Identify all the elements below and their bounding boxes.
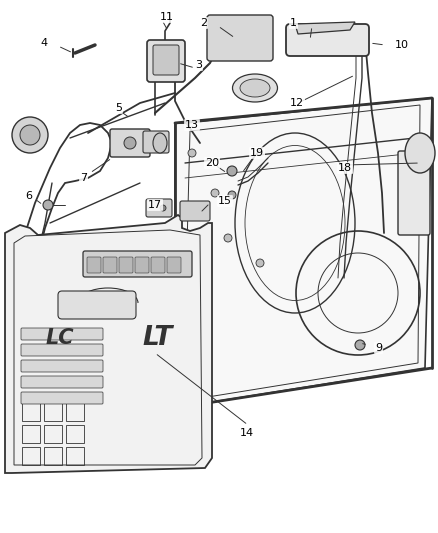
- FancyBboxPatch shape: [21, 360, 103, 372]
- Text: 1: 1: [290, 18, 297, 28]
- Text: 18: 18: [338, 163, 352, 173]
- FancyBboxPatch shape: [135, 257, 149, 273]
- Text: 7: 7: [80, 173, 87, 183]
- Text: 12: 12: [290, 98, 304, 108]
- Circle shape: [355, 340, 365, 350]
- FancyBboxPatch shape: [167, 257, 181, 273]
- Text: 14: 14: [240, 428, 254, 438]
- FancyBboxPatch shape: [147, 40, 185, 82]
- FancyBboxPatch shape: [21, 344, 103, 356]
- Text: 4: 4: [40, 38, 47, 48]
- FancyBboxPatch shape: [153, 45, 179, 75]
- Text: 20: 20: [205, 158, 219, 168]
- Text: 10: 10: [395, 40, 409, 50]
- FancyBboxPatch shape: [21, 328, 103, 340]
- Text: 19: 19: [250, 148, 264, 158]
- Text: LC: LC: [46, 328, 74, 348]
- Circle shape: [160, 205, 166, 211]
- Circle shape: [228, 191, 236, 199]
- FancyBboxPatch shape: [143, 131, 169, 153]
- FancyBboxPatch shape: [87, 257, 101, 273]
- Polygon shape: [175, 98, 432, 408]
- Text: 5: 5: [115, 103, 122, 113]
- FancyBboxPatch shape: [146, 199, 172, 217]
- Circle shape: [256, 259, 264, 267]
- Text: 6: 6: [25, 191, 32, 201]
- FancyBboxPatch shape: [110, 129, 150, 157]
- Circle shape: [224, 234, 232, 242]
- Text: 3: 3: [195, 60, 202, 70]
- Polygon shape: [295, 22, 355, 34]
- Ellipse shape: [233, 74, 278, 102]
- Circle shape: [15, 268, 45, 298]
- FancyBboxPatch shape: [207, 15, 273, 61]
- Text: 15: 15: [218, 196, 232, 206]
- FancyBboxPatch shape: [21, 392, 103, 404]
- Circle shape: [188, 149, 196, 157]
- FancyBboxPatch shape: [58, 291, 136, 319]
- FancyBboxPatch shape: [286, 24, 369, 56]
- Text: LT: LT: [143, 325, 173, 351]
- FancyBboxPatch shape: [103, 257, 117, 273]
- Text: 17: 17: [148, 200, 162, 210]
- FancyBboxPatch shape: [83, 251, 192, 277]
- Text: 9: 9: [375, 343, 382, 353]
- FancyBboxPatch shape: [119, 257, 133, 273]
- FancyBboxPatch shape: [180, 201, 210, 221]
- Circle shape: [211, 189, 219, 197]
- Text: 13: 13: [185, 120, 199, 130]
- Ellipse shape: [405, 133, 435, 173]
- Text: 11: 11: [160, 12, 174, 22]
- Circle shape: [20, 125, 40, 145]
- Circle shape: [124, 137, 136, 149]
- Ellipse shape: [153, 133, 167, 153]
- FancyBboxPatch shape: [21, 376, 103, 388]
- Circle shape: [43, 200, 53, 210]
- FancyBboxPatch shape: [398, 151, 430, 235]
- Circle shape: [12, 117, 48, 153]
- FancyBboxPatch shape: [151, 257, 165, 273]
- Polygon shape: [5, 215, 212, 473]
- Text: 2: 2: [200, 18, 207, 28]
- Ellipse shape: [240, 79, 270, 97]
- Circle shape: [227, 166, 237, 176]
